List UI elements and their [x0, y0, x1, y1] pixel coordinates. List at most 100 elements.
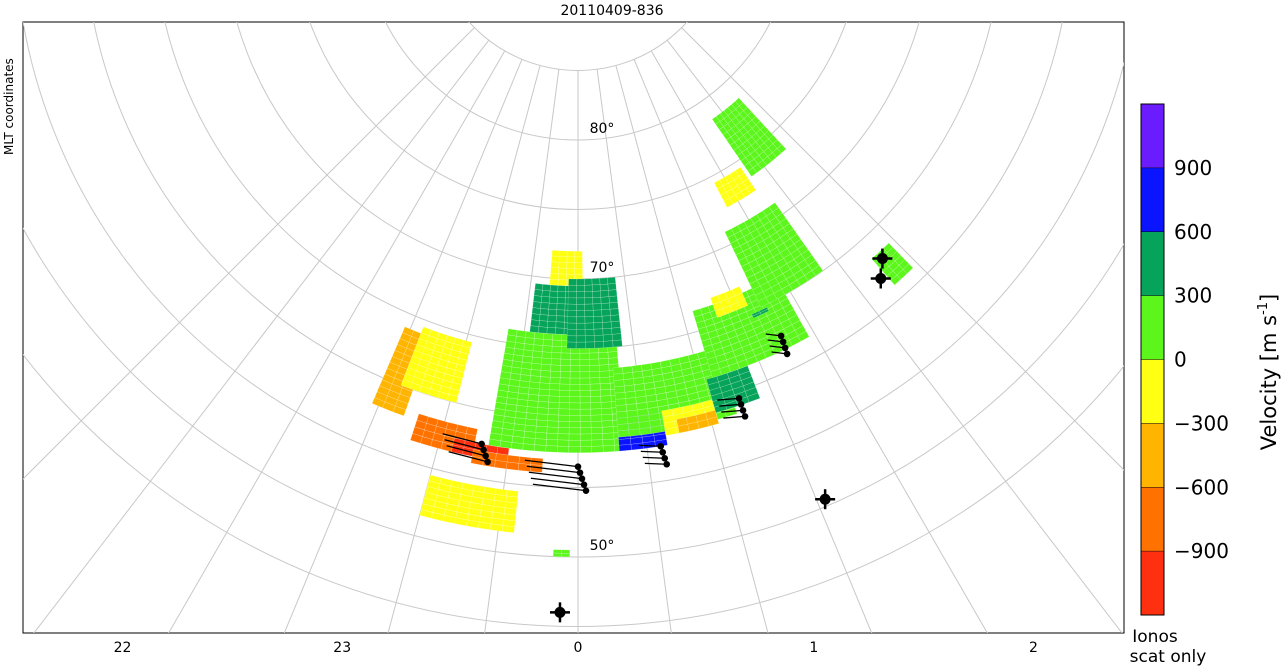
scatter-cell [550, 370, 561, 379]
scatter-cell [591, 278, 601, 286]
scatter-cell [548, 401, 560, 410]
vector-point [735, 395, 743, 402]
colorbar-title: Velocity [m s-1] [1256, 294, 1281, 451]
scatter-cell [533, 444, 547, 453]
scatter-cell [545, 439, 558, 447]
scatter-cell [591, 439, 604, 447]
scatter-cell [547, 321, 557, 329]
scatter-cell [599, 370, 610, 378]
scatter-cell [579, 415, 592, 422]
scatter-cell [590, 414, 603, 422]
scatter-cell [567, 291, 577, 299]
velocity-vectors [442, 332, 791, 494]
scatter-cell [567, 316, 577, 324]
scatter-cell [539, 308, 549, 316]
scatter-cell [561, 549, 571, 554]
scatter-cell [549, 383, 561, 391]
vector-point [582, 487, 590, 494]
scatter-cell [538, 320, 549, 328]
scatter-cell [547, 408, 560, 416]
vector-point [480, 446, 487, 454]
scatter-cell [574, 250, 583, 258]
vector-point [576, 469, 584, 476]
scatter-cell [542, 339, 553, 347]
scatter-cell [529, 325, 540, 333]
scatter-cell [567, 310, 577, 318]
scatter-cell [590, 427, 603, 435]
scatter-cell [579, 365, 590, 373]
vector-point [659, 448, 667, 456]
scatter-cell [706, 416, 720, 427]
scatter-cell [579, 377, 591, 385]
vector-point [777, 332, 785, 340]
scatter-cell [589, 371, 601, 379]
colorbar-bottom-label-1: Ionos [1132, 627, 1178, 647]
scatter-cell [534, 283, 544, 291]
scatter-cell [569, 377, 581, 385]
scatter-cell [545, 445, 558, 453]
vector-point [737, 401, 745, 408]
scatter-cell [584, 303, 594, 311]
scatter-cell [533, 295, 543, 303]
scatter-cell [548, 302, 558, 310]
latitude-circle [23, 353, 1124, 627]
vector-point [739, 407, 747, 414]
scatter-cell [591, 445, 604, 453]
scatter-cell [535, 425, 548, 434]
scatter-cell [546, 420, 559, 428]
scatter-cell [552, 552, 562, 558]
scatter-cell [551, 352, 562, 360]
scatter-cell [559, 371, 571, 379]
scatter-cell [579, 359, 590, 366]
scatter-cell [566, 268, 575, 275]
scatter-cell [590, 395, 602, 404]
scatter-cell [558, 402, 570, 410]
scatter-cell [557, 421, 570, 429]
scatter-cell [576, 316, 586, 324]
scatter-cell [499, 440, 513, 449]
scatter-cell [598, 351, 609, 360]
mlt-label: 23 [333, 640, 351, 656]
scatter-cell [541, 351, 553, 359]
scatter-cell [592, 303, 602, 311]
scatter-cell [446, 393, 459, 404]
mlt-meridian [33, 39, 490, 633]
site-dot [819, 493, 831, 505]
scatter-cell [560, 358, 571, 366]
scatter-cell [609, 301, 619, 310]
scatter-cell [556, 309, 566, 317]
vector-point [741, 413, 749, 420]
plot-frame [22, 21, 1125, 634]
velocity-vector [642, 456, 665, 459]
scatter-cell [590, 408, 602, 416]
scatter-cell [506, 461, 520, 471]
scatter-cell [567, 297, 577, 305]
scatter-cell [593, 322, 604, 330]
scatter-cell [558, 267, 567, 275]
scatter-cell [600, 290, 610, 298]
scatter-cell [746, 184, 757, 195]
scatter-cell [616, 417, 629, 425]
scatter-cell [557, 427, 570, 435]
scatter-cell [392, 405, 407, 417]
scatter-cell [569, 408, 581, 416]
scatter-cell [566, 256, 575, 264]
scatter-cell [569, 365, 581, 373]
scatter-cell [584, 328, 595, 337]
scatter-cell [601, 420, 614, 428]
scatter-cell [590, 402, 602, 410]
scatter-cell [543, 332, 554, 341]
scatter-cell [811, 265, 824, 277]
scatter-cell [584, 322, 595, 330]
scatter-cell [558, 414, 570, 422]
scatter-cell [552, 333, 563, 341]
scatter-cell [540, 370, 551, 378]
vector-point [657, 442, 665, 450]
scatter-cell [589, 364, 600, 373]
scatter-cell [588, 352, 600, 360]
scatter-cell [548, 395, 560, 403]
chart-title: 20110409-836 [560, 3, 663, 19]
scatter-cell [650, 425, 663, 434]
site-dot [876, 253, 888, 265]
colorbar-bin [1141, 551, 1164, 615]
